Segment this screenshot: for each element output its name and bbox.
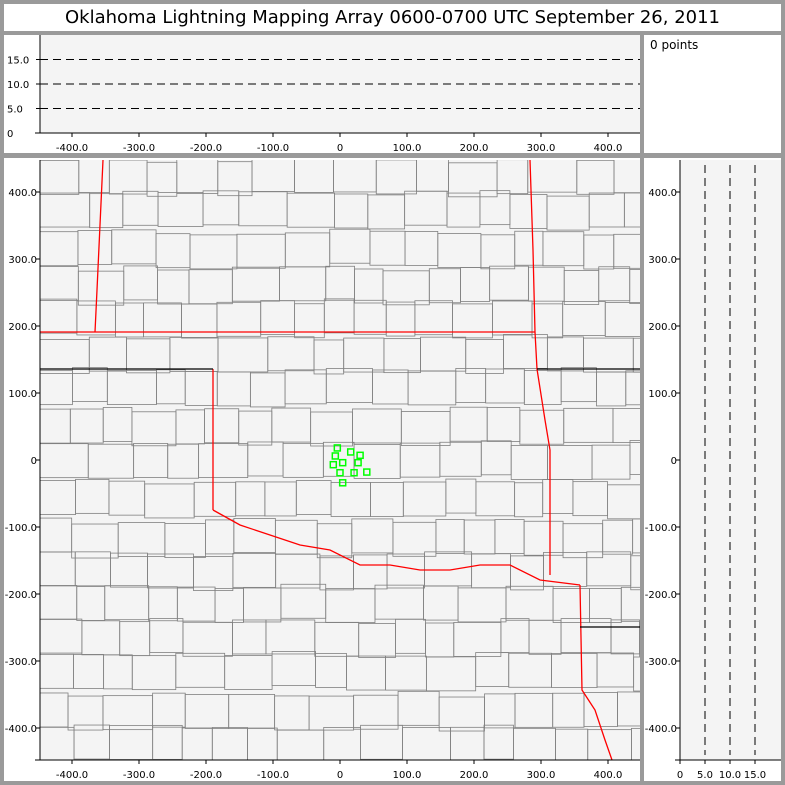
main-y-tick-label: -100.0 [5,523,37,534]
lma-station [338,458,347,467]
top-x-tick-label: 200.0 [460,143,489,154]
lma-station [346,448,355,456]
side-y-tick-label: -300.0 [645,657,677,668]
top-y-tick-label: 0 [7,129,13,140]
colorado-kansas-border [94,160,104,333]
main-y-tick-label: 100.0 [8,389,37,400]
texas-louisiana-border [579,584,613,760]
top-x-tick-label: 400.0 [594,143,623,154]
main-y-tick-label: 400.0 [8,188,37,199]
side-x-tick-label: 5.0 [697,770,713,781]
main-x-tick-label: 300.0 [527,770,556,781]
lma-station [363,468,371,476]
main-x-tick-label: 400.0 [594,770,623,781]
lma-station [356,451,364,460]
side-y-tick-label: 0 [671,456,677,467]
lma-station [354,458,362,467]
side-x-tick-label: 10.0 [719,770,741,781]
map[interactable] [40,157,680,764]
top-x-tick-label: 0 [337,143,343,154]
top-x-tick-label: -300.0 [123,143,155,154]
top-x-tick-label: 100.0 [393,143,422,154]
county-lines [40,160,640,760]
lma-station [333,444,342,452]
stations [329,444,371,487]
red-river-border [212,509,581,586]
top-x-tick-label: -100.0 [257,143,289,154]
main-x-tick-label: -200.0 [190,770,222,781]
lma-station [329,460,338,469]
main-x-tick-label: -100.0 [257,770,289,781]
lma-station [338,479,347,487]
main-x-tick-label: -300.0 [123,770,155,781]
main-y-tick-label: 200.0 [8,322,37,333]
main-x-tick-label: 100.0 [393,770,422,781]
main-x-tick-label: -400.0 [56,770,88,781]
lma-station [336,468,344,477]
main-y-tick-label: 0 [31,456,37,467]
side-y-tick-label: 400.0 [648,188,677,199]
main-y-tick-label: 300.0 [8,255,37,266]
main-y-tick-label: -300.0 [5,657,37,668]
top-y-tick-label: 15.0 [7,56,29,67]
side-y-tick-label: 100.0 [648,389,677,400]
points-count: 0 points [650,38,699,52]
main-x-tick-label: 0 [337,770,343,781]
side-x-tick-label: 0 [677,770,683,781]
page-title: Oklahoma Lightning Mapping Array 0600-07… [4,4,781,31]
top-x-tick-label: 300.0 [527,143,556,154]
lma-station [350,468,358,477]
side-y-tick-label: -400.0 [645,724,677,735]
side-y-tick-label: -100.0 [645,523,677,534]
side-y-tick-label: 200.0 [648,322,677,333]
top-y-tick-label: 5.0 [7,105,23,116]
top-y-tick-label: 10.0 [7,80,29,91]
main-y-tick-label: -200.0 [5,590,37,601]
side-x-tick-label: 15.0 [744,770,766,781]
side-y-tick-label: 300.0 [648,255,677,266]
state-borders [40,160,640,760]
top-x-tick-label: -200.0 [190,143,222,154]
main-x-tick-label: 200.0 [460,770,489,781]
top-x-tick-label: -400.0 [56,143,88,154]
side-y-tick-label: -200.0 [645,590,677,601]
main-y-tick-label: -400.0 [5,724,37,735]
info-panel [644,35,781,153]
lma-station [331,452,340,460]
